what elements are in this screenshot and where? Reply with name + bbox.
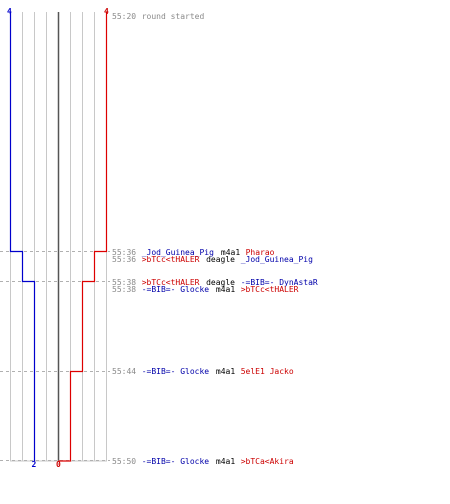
event-line: 55:50 -=BIB=- Glocke m4a1 >bTCa<Akira [112, 457, 294, 466]
event-weapon: m4a1 [216, 457, 235, 466]
event-weapon: m4a1 [216, 367, 235, 376]
event-line: 55:36 >bTCc<tHALER deagle _Jod_Guinea_Pig [112, 255, 313, 264]
event-time: 55:50 [112, 457, 136, 466]
event-player: >bTCc<tHALER [142, 255, 200, 264]
team-a-alive-line [9, 12, 36, 461]
event-player: >bTCc<tHALER [241, 285, 299, 294]
event-weapon: m4a1 [216, 285, 235, 294]
event-weapon: deagle [206, 255, 235, 264]
event-line: 55:20 round started [112, 12, 204, 21]
event-time: 55:44 [112, 367, 136, 376]
event-player: 5elE1 Jacko [241, 367, 294, 376]
event-player: Pharao [246, 248, 275, 257]
event-line: 55:44 -=BIB=- Glocke m4a1 5elE1 Jacko [112, 367, 294, 376]
event-line: 55:36 _Jod_Guinea_Pig m4a1 Pharao [112, 248, 275, 257]
team-a-start-count: 4 [7, 7, 12, 16]
event-player: -=BIB=- DynAstaR [241, 278, 318, 287]
event-player: >bTCc<tHALER [142, 278, 200, 287]
event-guides [0, 251, 110, 461]
team-b-start-count: 4 [104, 7, 109, 16]
event-weapon: m4a1 [221, 248, 240, 257]
event-player: >bTCa<Akira [241, 457, 294, 466]
event-player: -=BIB=- Glocke [142, 457, 210, 466]
event-player: -=BIB=- Glocke [142, 285, 210, 294]
event-time: 55:38 [112, 278, 136, 287]
event-player: _Jod_Guinea_Pig [142, 248, 214, 257]
grid-lines [10, 12, 107, 461]
event-time: 55:38 [112, 285, 136, 294]
team-a-end-count: 2 [32, 460, 37, 469]
team-b-alive-line [58, 12, 108, 462]
event-time: 55:36 [112, 255, 136, 264]
event-player: round started [142, 12, 205, 21]
event-time: 55:36 [112, 248, 136, 257]
event-time: 55:20 [112, 12, 136, 21]
team-b-end-count: 0 [56, 460, 61, 469]
event-line: 55:38 -=BIB=- Glocke m4a1 >bTCc<tHALER [112, 285, 299, 294]
event-player: -=BIB=- Glocke [142, 367, 210, 376]
event-weapon: deagle [206, 278, 235, 287]
event-player: _Jod_Guinea_Pig [241, 255, 313, 264]
event-line: 55:38 >bTCc<tHALER deagle -=BIB=- DynAstaR [112, 278, 318, 287]
